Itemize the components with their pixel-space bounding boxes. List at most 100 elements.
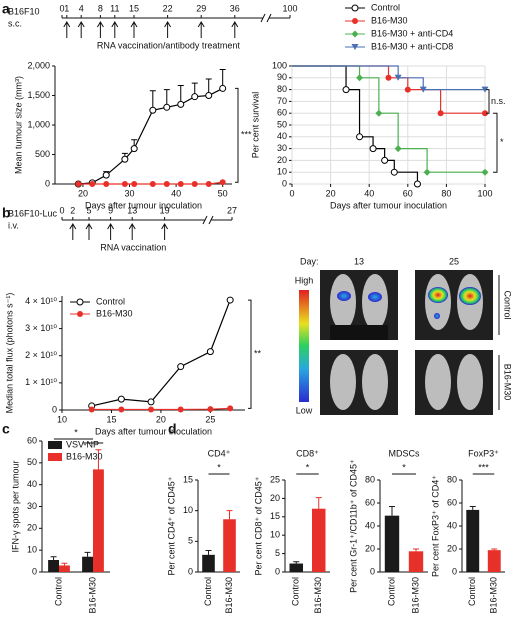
x-tick-label: 100: [477, 188, 492, 198]
marker: [191, 181, 198, 187]
sig-label: ***: [478, 462, 489, 472]
x-tick-label: 40: [364, 188, 374, 198]
error-bar: [389, 505, 395, 516]
y-tick-label: 30: [277, 143, 287, 153]
marker: [149, 106, 157, 114]
timeline-day: 100: [282, 3, 297, 13]
treatment-arrow: [69, 223, 77, 240]
marker: [76, 298, 84, 306]
y-tick-label: 25: [270, 474, 280, 484]
treatment-arrow: [161, 223, 169, 240]
marker: [149, 181, 156, 187]
error-bar: [293, 561, 300, 564]
chart-title: CD4⁺: [208, 448, 231, 458]
group-label: B16-M30: [503, 364, 513, 401]
y-tick-label: 80: [447, 474, 457, 484]
bar: [312, 508, 326, 572]
marker: [219, 179, 226, 186]
marker: [381, 156, 389, 164]
marker: [394, 74, 402, 81]
mouse-image: [320, 350, 398, 415]
marker: [88, 406, 95, 413]
y-tick-label: 500: [35, 149, 50, 159]
legend-label: B16-M30 + anti-CD4: [371, 28, 453, 38]
treatment-arrow: [130, 21, 138, 38]
mouse-image: [415, 350, 493, 415]
y-tick-label: 1,000: [27, 119, 50, 129]
y-tick-label: 0: [282, 178, 287, 188]
marker: [419, 86, 427, 93]
y-tick-label: 1,500: [27, 90, 50, 100]
y-tick-label: 2 × 10¹⁰: [25, 350, 57, 360]
timeline-day: 0: [59, 3, 64, 13]
x-axis-label: Days after tumour inoculation: [85, 200, 202, 210]
day-value: 13: [354, 256, 364, 266]
y-axis-label: Per cent survival: [250, 92, 260, 159]
marker: [227, 405, 234, 412]
marker: [103, 181, 110, 187]
sig-label: **: [254, 349, 262, 359]
bar: [289, 563, 303, 572]
x-tick-label: B16-M30: [410, 577, 420, 614]
timeline-label: B16F10: [8, 6, 40, 16]
imaging-panel: Day: 13 25 High Low Control B16-M30: [295, 256, 513, 415]
legend-label: B16-M30: [371, 15, 408, 25]
treatment-arrow: [231, 21, 239, 38]
sig-bracket: [235, 87, 239, 183]
marker: [404, 86, 411, 93]
bar: [487, 550, 501, 572]
y-tick-label: 10: [277, 167, 287, 177]
y-tick-label: 60: [27, 435, 37, 445]
error-bar: [61, 562, 68, 566]
sig-label: ***: [241, 130, 252, 140]
treatment-arrow: [107, 223, 115, 240]
sig-label: *: [306, 462, 310, 472]
x-tick-label: Control: [467, 577, 477, 606]
y-tick-label: 4 × 10¹⁰: [25, 296, 57, 306]
panel-label: b: [2, 205, 11, 221]
marker: [77, 311, 83, 317]
y-tick-label: 40: [27, 479, 37, 489]
timeline-day: 22: [163, 3, 173, 13]
treatment-arrow: [197, 21, 205, 38]
marker: [118, 406, 125, 413]
x-tick-label: Control: [203, 577, 213, 606]
treatment-arrow: [164, 21, 172, 38]
x-tick-label: 20: [326, 188, 336, 198]
bar: [384, 515, 400, 572]
marker: [481, 86, 489, 93]
error-bar: [469, 505, 476, 510]
treatment-arrow: [128, 223, 136, 240]
x-tick-label: 80: [441, 188, 451, 198]
y-tick-label: 20: [27, 523, 37, 533]
bar: [93, 469, 104, 572]
legend-label: B16-M30: [96, 308, 133, 318]
survival-curve: [292, 65, 485, 114]
timeline-day: 15: [129, 3, 139, 13]
sig-bracket: [486, 89, 490, 114]
marker: [351, 30, 359, 38]
y-tick-label: 20: [277, 155, 287, 165]
x-tick-label: Control: [53, 577, 63, 606]
marker: [351, 44, 359, 50]
timeline-label: s.c.: [8, 18, 22, 28]
chart-title: MDSCs: [389, 448, 420, 458]
sig-bracket: [493, 112, 498, 173]
marker: [342, 86, 350, 94]
error-bar: [50, 556, 57, 560]
y-axis-label: Median total flux (photons s⁻¹): [4, 293, 14, 414]
series-line: [91, 407, 231, 411]
timeline-day: 36: [230, 3, 240, 13]
marker: [89, 181, 96, 187]
y-tick-label: 2,000: [27, 60, 50, 70]
bar: [466, 509, 480, 572]
panel-label: a: [2, 1, 10, 17]
marker: [148, 406, 155, 413]
y-tick-label: 60: [447, 497, 457, 507]
y-tick-label: 0: [45, 178, 50, 188]
sig-label: *: [402, 462, 406, 472]
treatment-arrow: [77, 21, 85, 38]
x-tick-label: 25: [205, 414, 215, 424]
timeline-label: B16F10-Luc: [8, 208, 58, 218]
marker: [191, 93, 199, 101]
